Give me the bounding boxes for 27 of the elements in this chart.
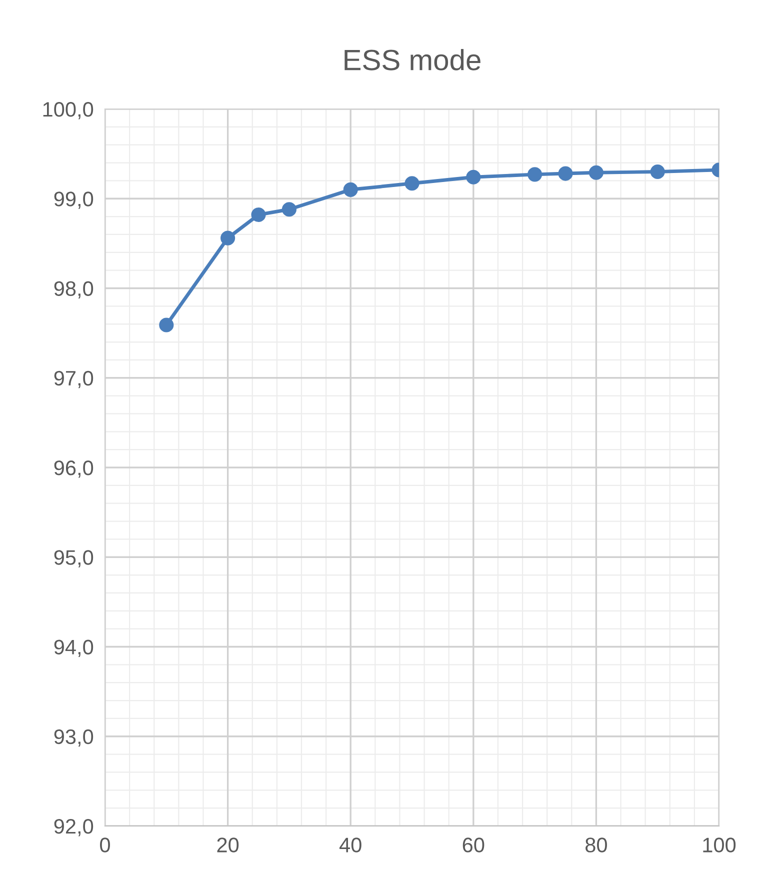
- x-tick-label: 80: [586, 838, 607, 852]
- point: [404, 176, 420, 191]
- x-tick-label: 0: [100, 838, 110, 852]
- y-tick-label: 99,0: [54, 192, 94, 209]
- chart-title: ESS mode: [344, 48, 480, 70]
- y-tick-label: 98,0: [54, 281, 94, 298]
- y-tick-label: 93,0: [54, 729, 94, 747]
- point: [528, 167, 542, 182]
- point: [466, 170, 481, 184]
- point: [159, 318, 174, 332]
- y-tick-label: 97,0: [54, 370, 94, 388]
- x-tick-label: 100: [703, 838, 736, 852]
- y-tick-label: 100,0: [43, 102, 94, 120]
- y-tick-label: 96,0: [54, 460, 94, 478]
- y-tick-label: 95,0: [54, 550, 94, 568]
- y-tick-label: 92,0: [54, 819, 94, 836]
- point: [220, 230, 236, 246]
- point: [251, 207, 266, 222]
- point: [650, 164, 665, 180]
- point: [558, 166, 573, 181]
- point: [588, 165, 604, 180]
- point: [282, 202, 296, 217]
- x-tick-label: 20: [217, 838, 239, 852]
- x-tick-label: 60: [462, 838, 484, 852]
- point: [343, 182, 358, 197]
- x-tick-label: 40: [339, 838, 362, 852]
- y-tick-label: 94,0: [54, 640, 94, 657]
